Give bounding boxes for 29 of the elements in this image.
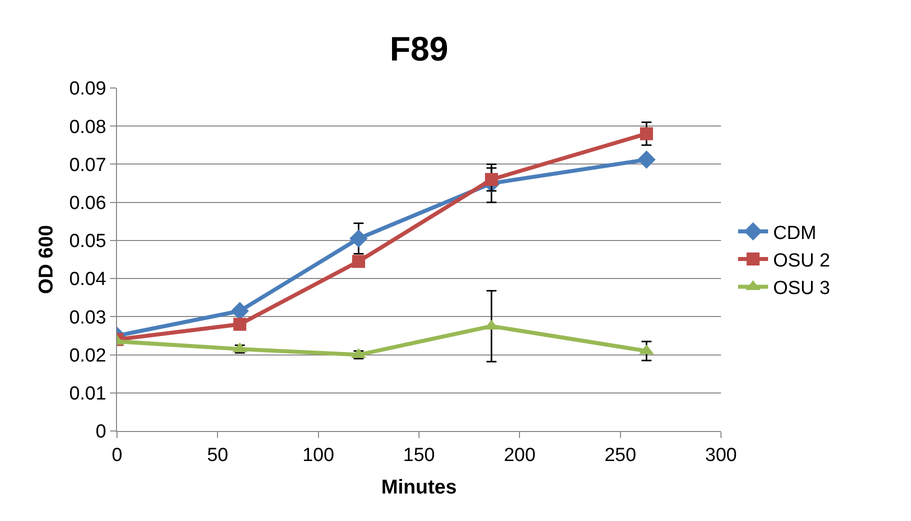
x-tick-label: 100 (302, 444, 334, 466)
legend-label: OSU 3 (773, 278, 830, 300)
chart-title: F89 (390, 30, 448, 68)
y-tick-label: 0.09 (69, 78, 106, 100)
x-tick-label: 150 (403, 444, 435, 466)
y-tick-label: 0.03 (69, 307, 106, 328)
point (637, 150, 656, 169)
x-axis-title: Minutes (381, 476, 457, 498)
y-tick-label: 0.01 (69, 384, 106, 405)
point (640, 127, 654, 140)
point (233, 318, 246, 331)
point (484, 172, 498, 186)
legend-label: OSU 2 (773, 250, 830, 272)
y-tick-label: 0.07 (69, 154, 106, 176)
legend-label: CDM (773, 222, 816, 244)
y-tick-label: 0.02 (69, 345, 106, 366)
x-tick-label: 200 (504, 444, 536, 466)
x-tick-label: 250 (604, 444, 636, 466)
y-tick-label: 0.08 (69, 116, 106, 138)
point (350, 229, 368, 248)
x-tick-label: 0 (112, 444, 122, 466)
y-axis-title: OD 600 (36, 225, 58, 294)
x-tick-label: 300 (705, 444, 737, 466)
y-tick-label: 0 (96, 422, 106, 443)
point (352, 254, 366, 268)
x-tick-label: 50 (207, 444, 228, 466)
y-tick-label: 0.05 (69, 231, 106, 252)
y-tick-label: 0.06 (69, 192, 106, 214)
y-tick-label: 0.04 (69, 269, 107, 290)
